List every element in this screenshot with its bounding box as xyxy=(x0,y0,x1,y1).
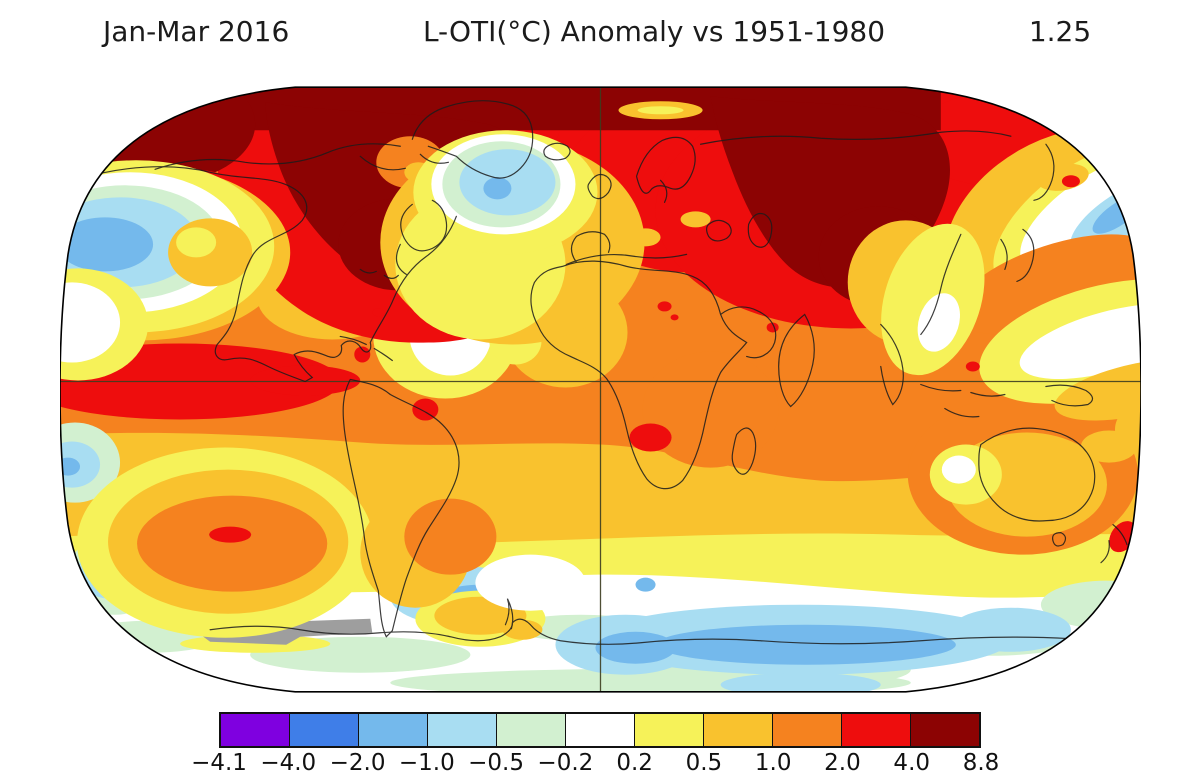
figure-title: L-OTI(°C) Anomaly vs 1951-1980 xyxy=(422,15,886,48)
east-asia-mild-patches xyxy=(847,220,985,376)
local-hot-spots xyxy=(354,301,980,452)
colorbar-tick-labels: −4.1 −4.0 −2.0 −1.0 −0.5 −0.2 0.2 0.5 1.0 2.0 4.0 8… xyxy=(191,750,999,775)
anomaly-world-map xyxy=(60,84,1141,695)
colorbar-tick: −4.1 xyxy=(191,750,247,775)
western-us-mild-patch xyxy=(168,218,253,287)
colorbar-tick: 2.0 xyxy=(824,750,861,775)
coastlines xyxy=(77,100,1128,645)
colorbar-tick: −0.2 xyxy=(537,750,594,775)
colorbar-cell-5 xyxy=(566,714,635,746)
robinson-projection-map xyxy=(60,86,1141,693)
colorbar-cell-8 xyxy=(773,714,842,746)
colorbar-cell-7 xyxy=(704,714,773,746)
period-label: Jan-Mar 2016 xyxy=(103,15,290,48)
colorbar-cell-2 xyxy=(359,714,428,746)
graticule xyxy=(60,87,1141,692)
colorbar-tick: 4.0 xyxy=(893,750,931,775)
colorbar-tick: −0.5 xyxy=(468,750,525,775)
colorbar-cell-9 xyxy=(842,714,911,746)
north-atlantic-cool-blob xyxy=(380,130,645,345)
colorbar-tick: −1.0 xyxy=(398,750,455,775)
colorbar-cell-1 xyxy=(290,714,359,746)
global-mean-value: 1.25 xyxy=(1028,15,1092,48)
anomaly-colorbar xyxy=(219,712,981,748)
colorbar-tick: 0.5 xyxy=(685,750,723,775)
colorbar-tick: 1.0 xyxy=(754,750,792,775)
colorbar-cell-10 xyxy=(911,714,979,746)
australia-anomaly xyxy=(907,394,1138,555)
colorbar-cell-3 xyxy=(428,714,497,746)
colorbar-tick: −4.0 xyxy=(260,750,317,775)
colorbar-tick: −2.0 xyxy=(329,750,386,775)
south-africa-orange xyxy=(642,351,779,468)
colorbar-cell-0 xyxy=(221,714,290,746)
se-southamerica-orange xyxy=(404,498,497,575)
colorbar-cell-6 xyxy=(635,714,704,746)
colorbar-cell-4 xyxy=(497,714,566,746)
south-atlantic-white-pocket xyxy=(475,554,586,611)
colorbar-tick: 0.2 xyxy=(616,750,653,775)
colorbar-tick: 8.8 xyxy=(962,750,1000,775)
map-outline xyxy=(60,86,1141,693)
south-pacific-warm-blob xyxy=(77,447,374,638)
